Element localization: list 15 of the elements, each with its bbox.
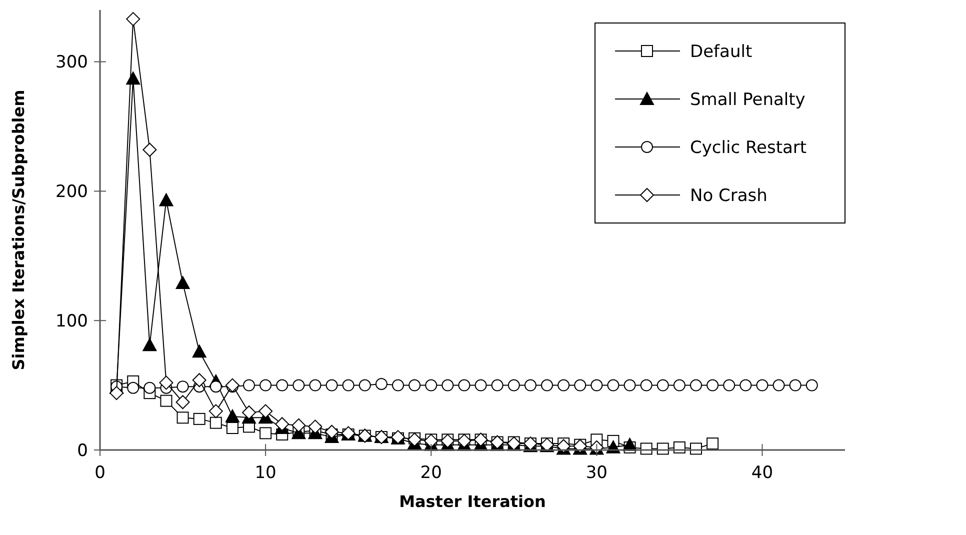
legend-label: Small Penalty [690,90,806,110]
y-tick-label: 0 [77,440,88,461]
y-tick-label: 200 [56,182,88,202]
x-tick-label: 0 [94,463,106,483]
y-tick-label: 300 [56,52,88,73]
legend-label: No Crash [690,186,768,206]
legend-label: Default [690,42,752,62]
x-tick-label: 10 [254,463,276,483]
x-tick-label: 20 [420,463,442,483]
x-tick-label: 40 [751,463,774,483]
x-axis-title: Master Iteration [399,492,546,511]
y-axis-title: Simplex Iterations/Subproblem [9,90,28,370]
y-tick-label: 100 [56,312,88,332]
x-tick-label: 30 [586,463,608,483]
legend-label: Cyclic Restart [690,138,807,158]
